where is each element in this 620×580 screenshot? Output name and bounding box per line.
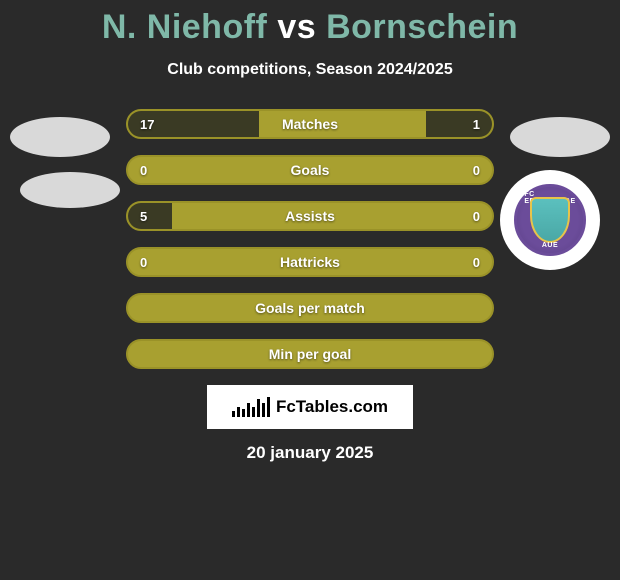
bar-label: Assists bbox=[285, 208, 335, 224]
player1-club-badge-bottom bbox=[20, 172, 120, 208]
crest-shield bbox=[530, 197, 570, 243]
logo-chart-bar bbox=[242, 409, 245, 417]
bar-label: Min per goal bbox=[269, 346, 351, 362]
bar-value-left: 0 bbox=[140, 163, 147, 178]
logo-chart-icon bbox=[232, 397, 270, 417]
bar-label: Goals per match bbox=[255, 300, 365, 316]
player2-club-badge-top bbox=[510, 117, 610, 157]
stat-bar-row: Min per goal bbox=[126, 339, 494, 369]
stat-bar-row: Hattricks 0 0 bbox=[126, 247, 494, 277]
logo-chart-bar bbox=[247, 403, 250, 417]
logo-chart-bar bbox=[257, 399, 260, 417]
bar-label: Goals bbox=[291, 162, 330, 178]
season-subtitle: Club competitions, Season 2024/2025 bbox=[0, 61, 620, 79]
logo-chart-bar bbox=[267, 397, 270, 417]
bar-value-right: 0 bbox=[473, 209, 480, 224]
stat-bar-row: Goals per match bbox=[126, 293, 494, 323]
bar-value-left: 17 bbox=[140, 117, 154, 132]
bar-label: Matches bbox=[282, 116, 338, 132]
player2-club-crest: FC ERZGEBIRGE AUE bbox=[500, 170, 600, 270]
bar-value-left: 5 bbox=[140, 209, 147, 224]
snapshot-date: 20 january 2025 bbox=[0, 443, 620, 463]
logo-chart-bar bbox=[262, 403, 265, 417]
crest-bottom-text: AUE bbox=[542, 242, 558, 249]
stat-bar-row: Assists 5 0 bbox=[126, 201, 494, 231]
stat-bar-row: Matches 17 1 bbox=[126, 109, 494, 139]
bar-value-right: 1 bbox=[473, 117, 480, 132]
logo-chart-bar bbox=[237, 407, 240, 417]
bar-fill-left bbox=[128, 203, 172, 229]
player2-name: Bornschein bbox=[326, 8, 518, 46]
crest-ring: FC ERZGEBIRGE AUE bbox=[514, 184, 586, 256]
bar-value-right: 0 bbox=[473, 163, 480, 178]
logo-chart-bar bbox=[252, 407, 255, 417]
bar-value-right: 0 bbox=[473, 255, 480, 270]
stat-bar-row: Goals 0 0 bbox=[126, 155, 494, 185]
player1-club-badge-top bbox=[10, 117, 110, 157]
logo-chart-bar bbox=[232, 411, 235, 417]
player1-name: N. Niehoff bbox=[102, 8, 268, 46]
comparison-title: N. Niehoff vs Bornschein bbox=[0, 0, 620, 47]
comparison-bars: Matches171Goals00Assists50Hattricks00Goa… bbox=[126, 109, 494, 369]
logo-text: FcTables.com bbox=[276, 397, 388, 417]
fctables-logo: FcTables.com bbox=[207, 385, 413, 429]
bar-fill-right bbox=[426, 111, 492, 137]
bar-value-left: 0 bbox=[140, 255, 147, 270]
vs-text: vs bbox=[277, 8, 316, 46]
bar-label: Hattricks bbox=[280, 254, 340, 270]
